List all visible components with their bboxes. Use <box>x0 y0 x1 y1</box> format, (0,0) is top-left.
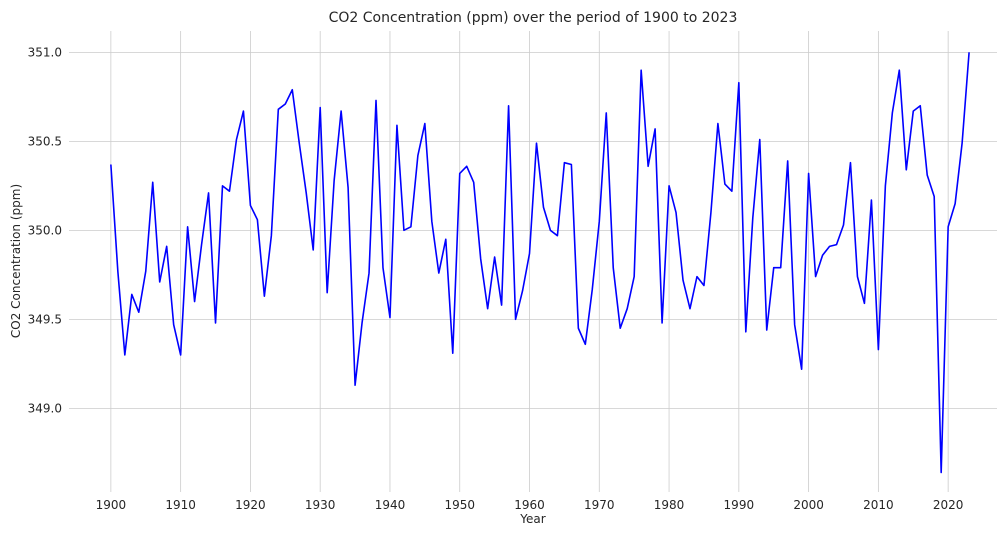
x-tick-label: 1990 <box>724 498 755 512</box>
y-tick-labels: 349.0 349.5 350.0 350.5 351.0 <box>28 45 62 415</box>
x-tick-label: 1920 <box>235 498 266 512</box>
y-axis-label: CO2 Concentration (ppm) <box>9 184 23 338</box>
y-tick-label: 351.0 <box>28 45 62 59</box>
x-tick-label: 1980 <box>654 498 685 512</box>
x-tick-label: 1940 <box>375 498 406 512</box>
x-tick-label: 1970 <box>584 498 615 512</box>
series-line <box>110 52 970 474</box>
x-tick-label: 2000 <box>793 498 824 512</box>
y-tick-label: 349.5 <box>28 312 62 326</box>
y-tick-label: 350.5 <box>28 134 62 148</box>
grid-lines <box>69 31 997 492</box>
x-tick-label: 1930 <box>305 498 336 512</box>
x-tick-label: 1910 <box>165 498 196 512</box>
x-tick-labels: 1900 1910 1920 1930 1940 1950 1960 1970 1980 1990… <box>96 498 964 512</box>
x-tick-label: 1960 <box>514 498 545 512</box>
x-tick-label: 2010 <box>863 498 894 512</box>
y-tick-label: 349.0 <box>28 401 62 415</box>
y-tick-label: 350.0 <box>28 223 62 237</box>
x-tick-label: 1900 <box>96 498 127 512</box>
x-tick-label: 1950 <box>444 498 475 512</box>
x-axis-label: Year <box>519 512 545 526</box>
x-tick-label: 2020 <box>933 498 964 512</box>
chart-title: CO2 Concentration (ppm) over the period … <box>329 10 738 26</box>
plot-background <box>69 31 997 492</box>
